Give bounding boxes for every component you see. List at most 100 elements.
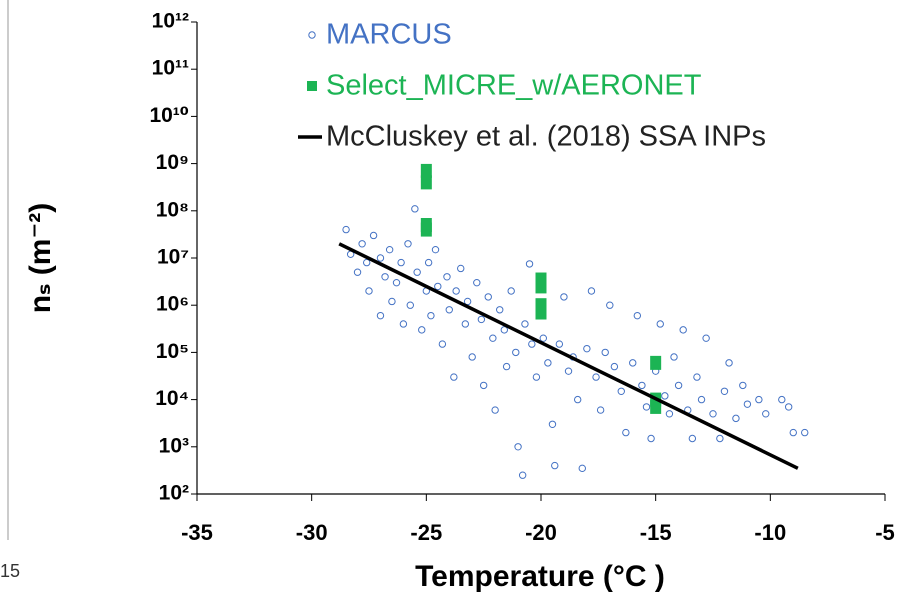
- y-tick-label: 10¹⁰: [149, 104, 189, 127]
- marcus-point: [665, 410, 674, 418]
- marcus-point: [397, 258, 405, 267]
- x-tick-label: -5: [875, 520, 895, 545]
- marcus-point: [784, 403, 793, 411]
- marcus-point: [739, 381, 747, 390]
- marcus-point: [555, 340, 564, 348]
- marcus-point: [406, 301, 414, 309]
- micre-point: [420, 222, 432, 237]
- side-text: 15: [0, 561, 20, 581]
- marcus-point: [376, 254, 385, 262]
- marcus-point: [404, 240, 412, 248]
- marcus-point: [500, 326, 509, 334]
- marcus-point: [642, 403, 651, 411]
- marcus-point: [688, 434, 697, 443]
- marcus-point: [544, 359, 552, 367]
- marcus-point: [479, 381, 488, 390]
- marcus-point: [622, 428, 630, 437]
- marcus-point: [358, 240, 366, 248]
- y-tick-label: 10⁹: [156, 151, 189, 174]
- marcus-point: [468, 353, 476, 361]
- marcus-point: [693, 373, 701, 381]
- x-tick-label: -30: [296, 520, 328, 545]
- marcus-point: [789, 428, 797, 437]
- x-tick-label: -25: [410, 520, 442, 545]
- micre-point: [650, 399, 662, 414]
- marcus-point: [629, 359, 637, 367]
- marcus-point: [463, 297, 472, 306]
- legend-marker: [307, 81, 317, 91]
- marcus-point: [578, 464, 586, 473]
- x-tick-label: -10: [754, 520, 786, 545]
- y-axis-label: nₛ (m⁻²): [24, 203, 57, 314]
- marcus-point: [638, 381, 646, 390]
- y-tick-label: 10²: [159, 482, 189, 505]
- marcus-point: [592, 373, 600, 381]
- marcus-point: [647, 434, 655, 443]
- marcus-point: [443, 273, 451, 281]
- marcus-point: [427, 311, 435, 320]
- marcus-point: [601, 348, 609, 357]
- marcus-point: [583, 344, 591, 353]
- marcus-point: [512, 348, 520, 357]
- marcus-point: [450, 373, 458, 381]
- marcus-point: [709, 410, 717, 418]
- marcus-point: [392, 278, 401, 287]
- legend-label: MARCUS: [326, 19, 452, 51]
- marcus-point: [525, 260, 534, 268]
- marcus-point: [670, 353, 678, 361]
- marcus-point: [560, 293, 568, 301]
- y-tick-label: 10⁷: [157, 246, 189, 269]
- marcus-point: [353, 268, 362, 276]
- marcus-point: [674, 381, 683, 390]
- marcus-point: [656, 320, 664, 328]
- marcus-point: [697, 395, 706, 404]
- marcus-point: [617, 387, 625, 395]
- marcus-point: [438, 340, 447, 348]
- marcus-point: [496, 306, 504, 314]
- y-tick-label: 10¹²: [152, 10, 189, 33]
- x-tick-label: -15: [640, 520, 672, 545]
- micre-point: [535, 305, 547, 320]
- marcus-point: [725, 359, 733, 367]
- legend-label: Select_MICRE_w/AERONET: [326, 70, 702, 102]
- x-tick-label: -35: [181, 520, 213, 545]
- fit-line: [338, 242, 799, 470]
- marcus-point: [564, 367, 573, 375]
- micre-point: [650, 355, 662, 370]
- marcus-point: [424, 258, 433, 267]
- marcus-point: [548, 420, 557, 428]
- marcus-point: [418, 326, 426, 334]
- marcus-point: [413, 268, 421, 276]
- marcus-point: [385, 245, 394, 254]
- marcus-point: [369, 231, 378, 240]
- marcus-point: [720, 387, 729, 395]
- marcus-point: [801, 428, 809, 437]
- y-tick-label: 10⁸: [156, 198, 189, 221]
- marcus-point: [518, 471, 527, 479]
- marcus-point: [381, 273, 389, 281]
- marcus-point: [762, 410, 770, 418]
- marcus-point: [342, 225, 350, 234]
- marcus-point: [514, 443, 522, 451]
- marcus-point: [489, 334, 497, 342]
- marcus-point: [457, 264, 465, 273]
- legend-marker: [308, 31, 316, 39]
- marcus-point: [434, 282, 442, 291]
- marcus-point: [755, 395, 763, 404]
- y-tick-label: 10⁵: [156, 340, 189, 363]
- marcus-point: [778, 395, 786, 404]
- y-tick-label: 10⁶: [156, 293, 189, 316]
- marcus-point: [679, 326, 687, 334]
- marcus-point: [365, 287, 373, 295]
- marcus-point: [661, 392, 669, 400]
- marcus-point: [477, 315, 486, 324]
- y-tick-label: 10³: [159, 434, 189, 457]
- x-axis-label: Temperature (°C ): [415, 560, 665, 593]
- marcus-point: [716, 434, 724, 443]
- micre-point: [535, 298, 547, 313]
- marcus-point: [484, 293, 492, 301]
- marcus-point: [363, 258, 371, 267]
- marcus-point: [702, 334, 710, 342]
